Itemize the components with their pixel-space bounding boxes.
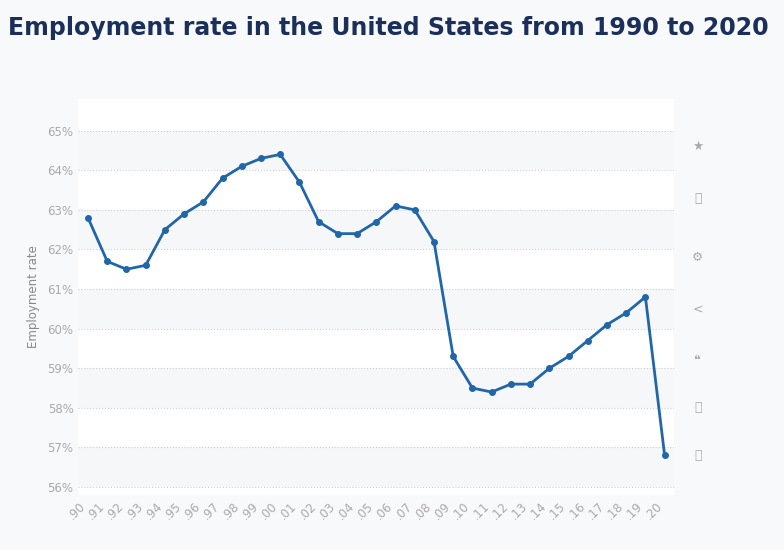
Bar bbox=[78, 408, 674, 448]
Text: Employment rate in the United States from 1990 to 2020: Employment rate in the United States fro… bbox=[8, 16, 768, 41]
Bar bbox=[78, 368, 674, 408]
Text: 🖨: 🖨 bbox=[694, 449, 702, 462]
Bar bbox=[78, 448, 674, 487]
Bar bbox=[78, 131, 674, 170]
Text: 🔔: 🔔 bbox=[694, 191, 702, 205]
Text: ★: ★ bbox=[692, 140, 703, 153]
Text: 🏴: 🏴 bbox=[694, 402, 702, 414]
Bar bbox=[78, 329, 674, 368]
Bar bbox=[78, 170, 674, 210]
Text: <: < bbox=[692, 302, 703, 315]
Bar bbox=[78, 250, 674, 289]
Text: ⚙: ⚙ bbox=[692, 251, 703, 264]
Text: ❝: ❝ bbox=[695, 354, 701, 367]
Y-axis label: Employment rate: Employment rate bbox=[27, 245, 41, 349]
Bar bbox=[78, 289, 674, 329]
Bar bbox=[78, 210, 674, 250]
